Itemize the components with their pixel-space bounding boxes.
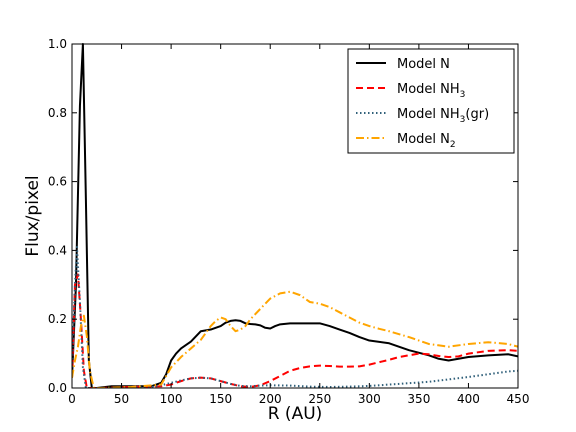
plot-frame bbox=[71, 43, 519, 389]
y-axis: 0.0 0.2 0.4 0.6 0.8 1.0 bbox=[48, 37, 518, 395]
x-tick-label: 100 bbox=[160, 392, 183, 406]
x-tick-label: 450 bbox=[507, 392, 530, 406]
legend-label: Model N bbox=[397, 57, 450, 72]
y-tick-label: 0.8 bbox=[48, 106, 67, 120]
x-tick-label: 0 bbox=[68, 392, 76, 406]
x-tick-label: 50 bbox=[114, 392, 129, 406]
x-tick-label: 200 bbox=[259, 392, 282, 406]
x-axis-label: R (AU) bbox=[268, 404, 323, 424]
legend-label: Model NH3 bbox=[397, 82, 465, 100]
x-axis: 0 50 100 150 200 250 300 350 400 450 bbox=[68, 44, 529, 406]
series-line-1 bbox=[72, 273, 518, 388]
x-tick-label: 150 bbox=[209, 392, 232, 406]
x-tick-label: 400 bbox=[457, 392, 480, 406]
legend-label: Model NH3(gr) bbox=[397, 107, 489, 125]
legend-box bbox=[347, 48, 515, 154]
y-tick-label: 1.0 bbox=[48, 37, 67, 51]
legend: Model N Model NH3 Model NH3(gr) Model N2 bbox=[347, 48, 515, 154]
x-tick-label: 250 bbox=[308, 392, 331, 406]
x-tick-label: 350 bbox=[407, 392, 430, 406]
y-tick-label: 0.4 bbox=[48, 243, 67, 257]
y-tick-label: 0.6 bbox=[48, 175, 67, 189]
y-tick-label: 0.0 bbox=[48, 381, 67, 395]
legend-label: Model N2 bbox=[397, 132, 456, 150]
x-tick-label: 300 bbox=[358, 392, 381, 406]
series-line-3 bbox=[72, 290, 518, 388]
y-axis-label: Flux/pixel bbox=[23, 175, 43, 256]
series-line-0 bbox=[72, 43, 518, 388]
series-line-2 bbox=[72, 245, 518, 388]
y-tick-label: 0.2 bbox=[48, 312, 67, 326]
